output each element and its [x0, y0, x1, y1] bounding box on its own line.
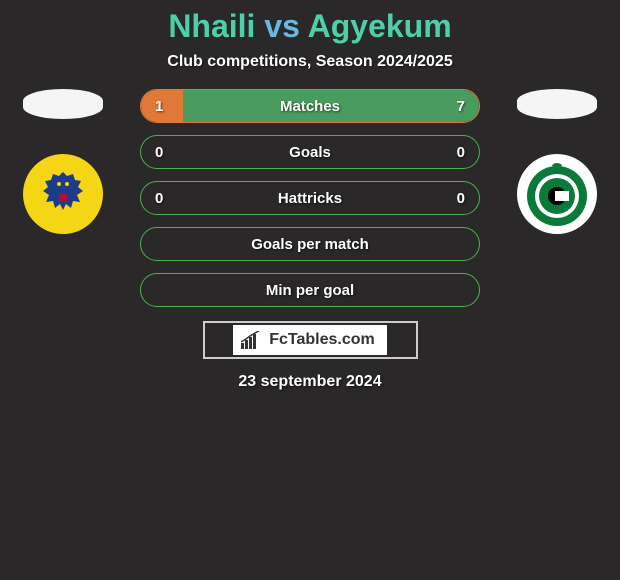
comparison-row: 1 7 Matches 0 0 Goals 0 0 Hattricks Goals per mat…	[0, 89, 620, 307]
player2-name: Agyekum	[308, 8, 452, 44]
stat-bar-goals-per-match: Goals per match	[140, 227, 480, 261]
stat-bar-min-per-goal: Min per goal	[140, 273, 480, 307]
player1-name: Nhaili	[168, 8, 255, 44]
player1-photo	[23, 89, 103, 119]
brand-box[interactable]: FcTables.com	[203, 321, 418, 359]
stat-bar-goals: 0 0 Goals	[140, 135, 480, 169]
stat-label: Min per goal	[266, 282, 354, 299]
stat-value-left: 0	[155, 190, 163, 207]
stat-value-left: 1	[155, 98, 163, 115]
stat-label: Matches	[280, 98, 340, 115]
brand-wrap: FcTables.com	[233, 325, 387, 355]
eagle-crest-icon	[33, 164, 93, 224]
stat-label: Hattricks	[278, 190, 342, 207]
stat-label: Goals per match	[251, 236, 369, 253]
vs-separator: vs	[264, 8, 300, 44]
right-player-column	[512, 89, 602, 234]
stat-bar-matches: 1 7 Matches	[140, 89, 480, 123]
date-text: 23 september 2024	[238, 373, 381, 391]
stat-label: Goals	[289, 144, 331, 161]
stat-value-right: 0	[457, 144, 465, 161]
left-player-column	[18, 89, 108, 234]
club-badge-right	[517, 154, 597, 234]
brand-text: FcTables.com	[265, 329, 379, 351]
stats-bars: 1 7 Matches 0 0 Goals 0 0 Hattricks Goals per mat…	[140, 89, 480, 307]
cercle-crest-icon	[522, 159, 592, 229]
stat-bar-hattricks: 0 0 Hattricks	[140, 181, 480, 215]
chart-icon	[241, 331, 261, 349]
subtitle: Club competitions, Season 2024/2025	[167, 53, 452, 71]
stat-value-right: 7	[457, 98, 465, 115]
stat-value-right: 0	[457, 190, 465, 207]
club-badge-left	[23, 154, 103, 234]
comparison-title: Nhaili vs Agyekum	[168, 8, 451, 45]
player2-photo	[517, 89, 597, 119]
stat-value-left: 0	[155, 144, 163, 161]
